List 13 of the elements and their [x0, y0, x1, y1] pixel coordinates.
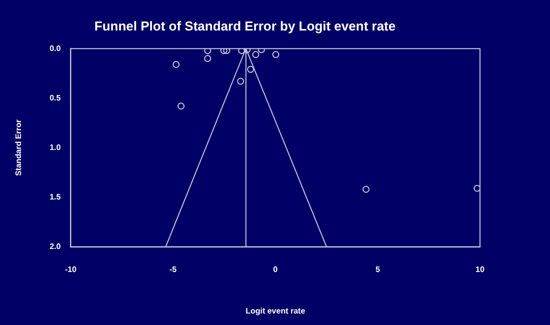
y-axis-title: Standard Error — [14, 119, 24, 176]
x-tick-label: 10 — [476, 264, 485, 274]
y-tick-label: 2.0 — [50, 242, 62, 252]
x-tick-label: -5 — [169, 264, 178, 274]
y-tick-label: 0.5 — [50, 93, 62, 102]
x-tick-label: 0 — [273, 264, 278, 274]
y-tick-label: 0.0 — [50, 44, 62, 53]
x-tick-label: -10 — [64, 264, 78, 274]
x-tick-label: 5 — [375, 264, 380, 274]
chart-title: Funnel Plot of Standard Error by Logit event rate — [94, 18, 396, 34]
y-tick-label: 1.0 — [50, 142, 62, 152]
y-tick-label: 1.5 — [50, 192, 62, 202]
x-axis-title: Logit event rate — [246, 306, 306, 316]
